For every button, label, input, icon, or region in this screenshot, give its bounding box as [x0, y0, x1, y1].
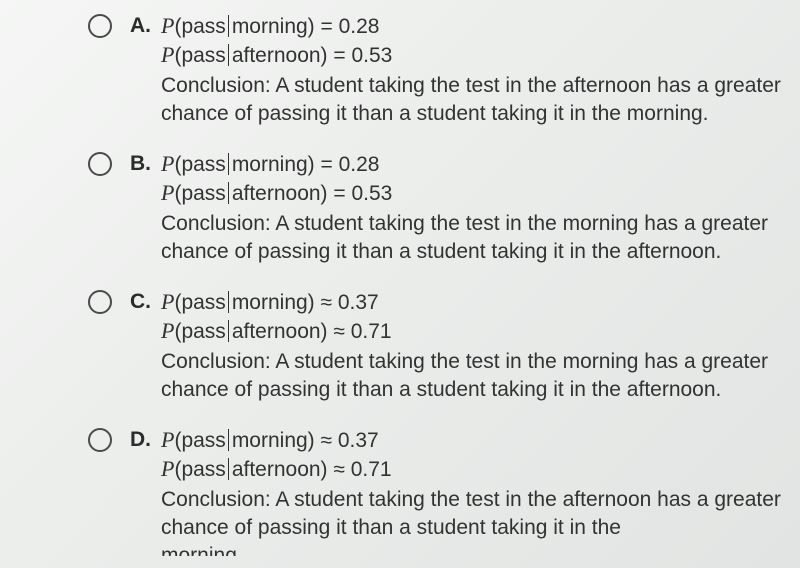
divider-icon [228, 320, 229, 342]
option-c-content: P(passmorning) ≈ 0.37 P(passafternoon) ≈… [161, 288, 800, 404]
option-a-conclusion: Conclusion: A student taking the test in… [161, 72, 800, 128]
option-b-line1: P(passmorning) = 0.28 [161, 150, 800, 179]
divider-icon [228, 458, 229, 480]
option-c-conclusion: Conclusion: A student taking the test in… [161, 348, 800, 404]
option-b-conclusion: Conclusion: A student taking the test in… [161, 210, 800, 266]
divider-icon [228, 291, 229, 313]
option-b-letter: B. [130, 150, 151, 178]
option-d-content: P(passmorning) ≈ 0.37 P(passafternoon) ≈… [161, 426, 800, 556]
option-c-row: C. P(passmorning) ≈ 0.37 P(passafternoon… [0, 284, 800, 422]
divider-icon [228, 182, 229, 204]
option-d-line2: P(passafternoon) ≈ 0.71 [161, 455, 800, 484]
options-container: A. P(passmorning) = 0.28 P(passafternoon… [0, 0, 800, 556]
option-c-letter: C. [130, 288, 151, 316]
divider-icon [228, 429, 229, 451]
option-d-line1: P(passmorning) ≈ 0.37 [161, 426, 800, 455]
radio-a[interactable] [88, 14, 112, 38]
option-d-cut-word: morning [161, 542, 800, 556]
option-a-row: A. P(passmorning) = 0.28 P(passafternoon… [0, 8, 800, 146]
divider-icon [228, 153, 229, 175]
option-d-row: D. P(passmorning) ≈ 0.37 P(passafternoon… [0, 422, 800, 556]
radio-d[interactable] [88, 428, 112, 452]
option-a-line1: P(passmorning) = 0.28 [161, 12, 800, 41]
divider-icon [228, 44, 229, 66]
option-c-line2: P(passafternoon) ≈ 0.71 [161, 317, 800, 346]
radio-c[interactable] [88, 290, 112, 314]
divider-icon [228, 15, 229, 37]
option-c-line1: P(passmorning) ≈ 0.37 [161, 288, 800, 317]
option-a-content: P(passmorning) = 0.28 P(passafternoon) =… [161, 12, 800, 128]
option-d-conclusion: Conclusion: A student taking the test in… [161, 486, 800, 542]
option-b-content: P(passmorning) = 0.28 P(passafternoon) =… [161, 150, 800, 266]
option-b-row: B. P(passmorning) = 0.28 P(passafternoon… [0, 146, 800, 284]
option-a-letter: A. [130, 12, 151, 40]
option-d-letter: D. [130, 426, 151, 454]
radio-b[interactable] [88, 152, 112, 176]
option-b-line2: P(passafternoon) = 0.53 [161, 179, 800, 208]
option-a-line2: P(passafternoon) = 0.53 [161, 41, 800, 70]
